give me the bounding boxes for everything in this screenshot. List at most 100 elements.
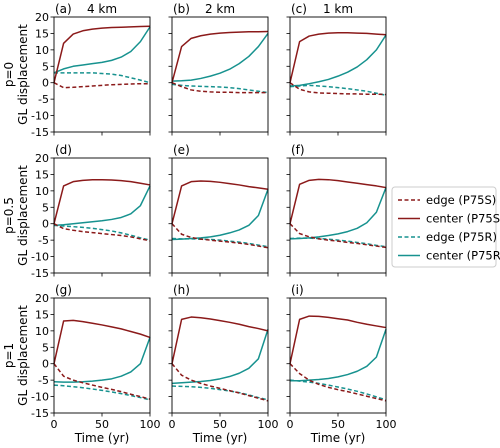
y-tick-label: -10 [31,391,49,404]
panel-i: 0 50 100 (i) Time (yr) [286,283,397,445]
axes-frame [289,157,387,274]
series-line-center-p75s [289,32,387,83]
axes-frame [171,297,269,414]
y-tick-label: 10 [35,185,49,198]
y-axis-label: GL displacement [16,305,30,406]
x-axis-label: Time (yr) [74,431,130,445]
y-tick-label: -5 [38,234,49,247]
panel-b: (b) 2 km [168,2,269,136]
series-line-center-p75r [53,26,151,74]
legend-label: edge (P75R) [426,230,497,244]
x-tick-label: 50 [95,418,109,431]
panel-label: (i) [291,283,304,297]
x-tick-label: 100 [376,418,397,431]
series-line-edge-p75s [289,363,387,402]
row-label: p=0 [2,62,16,87]
panel-label: (c) [291,2,307,16]
y-tick-label: -15 [31,267,49,280]
series-line-center-p75r [53,337,151,383]
legend-label: center (P75R) [426,249,500,263]
y-axis-label: GL displacement [16,24,30,125]
series-line-edge-p75r [289,379,387,401]
series-line-edge-p75s [53,82,150,89]
series-line-edge-p75s [171,223,269,249]
column-title: 4 km [87,2,117,16]
column-title: 1 km [323,2,353,16]
y-tick-label: 5 [42,341,49,354]
series-line-edge-p75r [53,224,151,241]
series-line-center-p75s [53,319,151,364]
series-line-center-p75s [53,178,151,224]
panel-label: (g) [55,283,72,297]
series-line-center-p75s [171,30,269,83]
y-tick-label: 15 [35,308,49,321]
y-tick-label: 20 [35,11,49,24]
series-line-edge-p75s [171,363,269,402]
series-line-center-p75s [53,25,151,83]
axes-frame [53,16,151,133]
panel-c: (c) 1 km [286,2,387,136]
series-line-center-p75s [289,178,387,224]
y-tick-label: -10 [31,251,49,264]
x-tick-label: 100 [140,418,161,431]
series-line-center-p75r [53,185,151,227]
y-tick-label: 0 [42,77,49,90]
y-tick-label: 10 [35,44,49,57]
y-tick-label: 0 [42,358,49,371]
axes-frame [53,157,151,274]
legend-box [391,186,497,268]
panel-g: -15 -10 -5 0 5 10 15 20 0 50 100 (g) p=1 GL displacem… [2,283,161,445]
series-line-edge-p75r [171,385,269,401]
panel-d: -15 -10 -5 0 5 10 15 20 (d) p=0.5 GL displacement [2,143,151,280]
x-tick-label: 50 [213,418,227,431]
y-tick-label: 20 [35,152,49,165]
legend-item: edge (P75S) [398,193,496,207]
x-axis-label: Time (yr) [310,431,366,445]
series-line-center-p75r [289,187,387,240]
y-tick-label: 20 [35,292,49,305]
series-line-edge-p75r [171,83,269,94]
axes-frame [289,16,387,133]
panel-label: (b) [173,2,190,16]
y-tick-label: -5 [38,374,49,387]
axes-frame [289,297,387,414]
y-tick-label: 10 [35,325,49,338]
panel-label: (d) [55,143,72,157]
legend-label: edge (P75S) [426,193,496,207]
series-line-center-p75s [171,316,269,364]
legend-label: center (P75S) [426,212,500,226]
panel-label: (h) [173,283,190,297]
y-tick-label: 5 [42,201,49,214]
axes-frame [171,16,269,133]
legend-item: center (P75S) [398,212,500,226]
y-tick-label: 15 [35,168,49,181]
y-tick-label: 15 [35,27,49,40]
panel-h: 0 50 100 (h) Time (yr) [168,283,279,445]
series-line-center-p75r [171,188,269,241]
x-tick-label: 100 [258,418,279,431]
axes-frame [53,297,151,414]
x-tick-label: 0 [169,418,176,431]
column-title: 2 km [205,2,235,16]
series-line-center-p75r [290,328,387,382]
series-line-edge-p75s [53,223,151,242]
legend-item: center (P75R) [398,249,500,263]
x-tick-label: 50 [331,418,345,431]
panel-a: -15 -10 -5 0 5 10 15 20 (a) 4 km p=0 GL displacemen… [2,2,151,139]
x-axis-label: Time (yr) [192,431,248,445]
row-label: p=1 [2,343,16,368]
axes-frame [171,157,269,274]
y-axis-label: GL displacement [16,165,30,266]
panel-e: (e) [168,143,269,277]
series-line-edge-p75r [53,384,151,401]
series-line-edge-p75s [171,82,268,94]
row-label: p=0.5 [2,197,16,234]
y-tick-label: -15 [31,126,49,139]
y-tick-label: -10 [31,110,49,123]
y-tick-label: 0 [42,218,49,231]
x-tick-label: 0 [51,418,58,431]
series-line-center-p75s [171,180,269,224]
panel-f: (f) [286,143,387,277]
series-line-edge-p75s [289,223,387,249]
